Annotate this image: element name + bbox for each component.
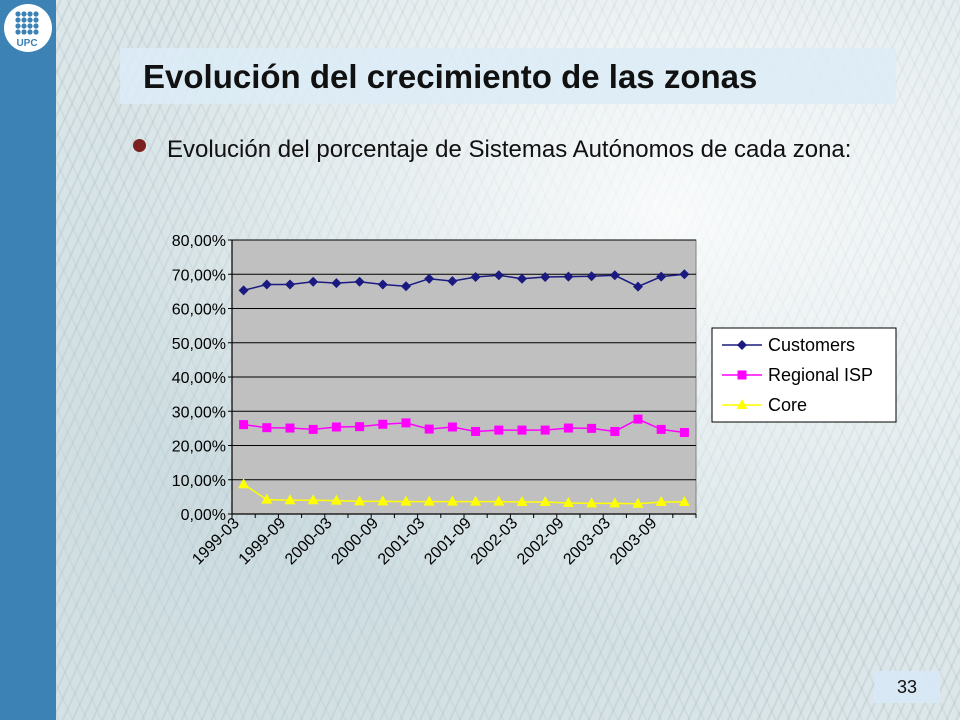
legend-core-label: Core: [768, 395, 807, 415]
bullet-text: Evolución del porcentaje de Sistemas Aut…: [167, 136, 852, 163]
core-point: [678, 496, 690, 507]
y-tick-label: 10,00%: [172, 473, 226, 490]
y-tick-label: 30,00%: [172, 404, 226, 421]
customers-point: [563, 271, 574, 282]
regional-isp-point: [331, 422, 341, 432]
core-point: [516, 496, 528, 507]
regional-isp-point: [355, 422, 365, 432]
page-number: 33: [896, 677, 918, 697]
customers-point: [540, 271, 551, 282]
regional-isp-point: [633, 414, 643, 424]
title-bar: [120, 48, 896, 104]
regional-isp-point: [401, 418, 411, 428]
page-number-box: [874, 671, 940, 703]
regional-isp-point: [540, 425, 550, 435]
y-tick-label: 50,00%: [172, 336, 226, 353]
regional-isp-point: [517, 425, 527, 435]
sidebar-band: UPC: [0, 0, 56, 720]
customers-point: [354, 276, 365, 287]
customers-point: [609, 270, 620, 281]
regional-isp-point: [239, 420, 249, 430]
core-point: [493, 495, 505, 506]
y-tick-label: 60,00%: [172, 302, 226, 319]
customers-point: [633, 281, 643, 292]
core-point: [377, 495, 389, 506]
core-point: [655, 496, 667, 507]
core-line: [243, 483, 685, 505]
customers-point: [517, 273, 527, 284]
x-tick-label: 2000-09: [328, 515, 382, 569]
core-point: [284, 494, 296, 505]
regional-isp-point: [262, 423, 272, 433]
y-tick-label: 0,00%: [181, 507, 226, 524]
x-tick-label: 2000-03: [282, 515, 336, 569]
customers-point: [493, 270, 504, 281]
customers-point: [238, 285, 249, 296]
regional-isp-point: [424, 424, 434, 434]
core-point: [562, 497, 574, 508]
x-tick-label: 2001-03: [375, 515, 429, 569]
x-tick-label: 2002-03: [468, 515, 522, 569]
x-tick-label: 2003-09: [607, 515, 661, 569]
core-point: [400, 495, 412, 506]
regional-isp-point: [679, 427, 689, 437]
x-tick-label: 2001-09: [421, 515, 475, 569]
regional-isp-point: [656, 424, 666, 434]
core-point: [307, 494, 319, 505]
core-point: [446, 495, 458, 506]
core-point: [330, 494, 342, 505]
upc-logo: UPC: [4, 4, 52, 52]
legend-core-marker: [736, 399, 748, 409]
x-tick-label: 2002-09: [514, 515, 568, 569]
customers-point: [586, 271, 597, 282]
core-point: [261, 493, 273, 504]
y-tick-label: 70,00%: [172, 267, 226, 284]
legend-customers-marker: [737, 340, 747, 350]
regional-isp-point: [610, 426, 620, 436]
svg-text:UPC: UPC: [16, 38, 37, 49]
regional-isp-point: [471, 426, 481, 436]
line-chart: 0,00% 10,00% 20,00% 30,00% 40,00% 50,00% 60,00…: [172, 233, 897, 569]
core-point: [539, 496, 551, 507]
x-tick-label: 1999-09: [236, 515, 290, 569]
core-point: [632, 497, 644, 508]
regional-isp-point: [563, 423, 573, 433]
customers-point: [470, 271, 481, 282]
regional-isp-point: [587, 423, 597, 433]
x-tick-label: 2003-03: [560, 515, 614, 569]
y-tick-label: 40,00%: [172, 370, 226, 387]
core-point: [423, 495, 435, 506]
customers-point: [285, 279, 295, 290]
customers-point: [331, 278, 342, 289]
y-tick-label: 80,00%: [172, 233, 226, 250]
slide-title: Evolución del crecimiento de las zonas: [143, 58, 758, 95]
customers-point: [656, 271, 667, 282]
core-point: [238, 478, 250, 489]
regional-isp-point: [308, 424, 318, 434]
customers-point: [308, 276, 319, 287]
customers-point: [261, 279, 272, 290]
customers-point: [447, 276, 458, 287]
regional-isp-point: [494, 425, 504, 435]
customers-point: [377, 279, 388, 290]
core-point: [586, 497, 598, 508]
core-point: [470, 495, 482, 506]
upc-logo-mark: UPC: [15, 11, 39, 49]
legend-regional-isp-marker: [737, 370, 747, 380]
core-point: [354, 495, 366, 506]
legend-regional-isp-label: Regional ISP: [768, 365, 873, 385]
bullet-dot-icon: [133, 139, 146, 152]
regional-isp-point: [447, 422, 457, 432]
customers-point: [401, 281, 411, 292]
regional-isp-point: [285, 423, 295, 433]
customers-point: [424, 273, 435, 284]
customers-point: [679, 269, 690, 280]
core-point: [609, 497, 621, 508]
y-tick-label: 20,00%: [172, 439, 226, 456]
regional-isp-point: [378, 419, 388, 429]
legend-customers-label: Customers: [768, 335, 855, 355]
